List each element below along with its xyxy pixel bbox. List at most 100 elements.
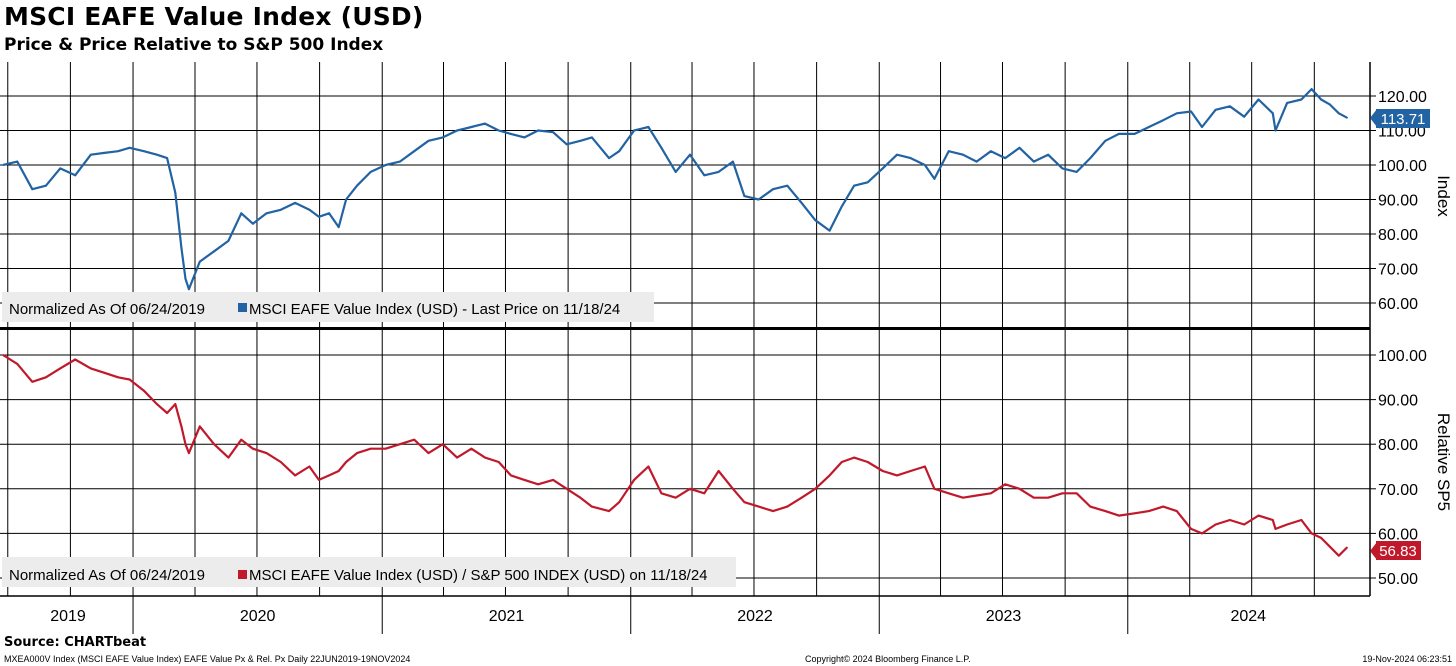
relative-series-line-point: [909, 470, 912, 472]
relative-series-line-point: [1047, 496, 1050, 499]
price-series-line-point: [356, 184, 358, 187]
price-series-line-point: [933, 177, 936, 180]
relative-series-line-point: [1320, 536, 1323, 539]
relative-series-line-point: [731, 487, 734, 490]
relative-series-line-point: [689, 487, 691, 490]
relative-series-line-point: [227, 456, 230, 459]
price-series-line-point: [828, 229, 831, 232]
price-series-line-point: [743, 195, 746, 197]
relative-series-line-point: [840, 461, 843, 463]
price-series-line-point: [213, 250, 215, 253]
price-series-line-point: [814, 219, 817, 222]
relative-legend-note: Normalized As Of 06/24/2019: [9, 567, 205, 584]
relative-series-line-point: [240, 438, 243, 441]
relative-series-line-point: [618, 501, 621, 504]
relative-series-line-point: [251, 447, 254, 450]
relative-series-line-point: [881, 470, 884, 472]
relative-series-line-point: [1337, 554, 1340, 557]
relative-series-line-point: [456, 456, 459, 459]
relative-series-line-point: [537, 483, 540, 486]
price-series-line-point: [1089, 157, 1092, 160]
relative-series-line-point: [896, 474, 898, 477]
price-series-line-point: [441, 136, 444, 139]
relative-last-value-callout: 56.83: [1370, 541, 1421, 560]
relative-series-line-point: [279, 461, 282, 463]
relative-series-line-point: [31, 380, 34, 383]
price-series-line-point: [198, 260, 201, 263]
price-series-line-point: [881, 167, 884, 170]
relative-series-line-point: [308, 465, 311, 468]
price-series-line-point: [103, 152, 106, 154]
price-series-line-point: [1271, 112, 1274, 115]
x-year-label: 2021: [489, 608, 525, 625]
price-series-line-point: [369, 171, 372, 173]
relative-series-line-point: [345, 461, 348, 463]
relative-series-line-point: [180, 425, 183, 428]
relative-series-line-point: [1147, 510, 1150, 512]
price-series-line-point: [117, 150, 119, 153]
relative-series-line-point: [2, 354, 4, 356]
relative-series-line-point: [510, 474, 512, 477]
price-tick-label: 120.00: [1378, 89, 1427, 106]
price-series-line-point: [427, 139, 430, 142]
price-panel-grid: [0, 62, 1370, 327]
price-series-line-point: [2, 164, 4, 166]
relative-tick-label: 100.00: [1378, 348, 1427, 365]
relative-legend-bg: [2, 557, 736, 587]
relative-series-line-point: [470, 447, 473, 450]
price-series-line-point: [384, 164, 387, 166]
relative-series-line-point: [1061, 492, 1064, 495]
price-series-line-point: [703, 174, 706, 177]
relative-series-line-point: [89, 367, 92, 370]
price-tick-label: 70.00: [1378, 262, 1418, 279]
price-series-line-point: [840, 205, 843, 208]
price-callout-pointer: [1370, 109, 1377, 127]
relative-series-line-point: [647, 465, 650, 468]
relative-series-line-point: [757, 505, 760, 508]
price-series-line-point: [128, 146, 131, 149]
relative-series-line-point: [814, 487, 817, 490]
price-series-line-point: [923, 164, 926, 166]
price-series-line-point: [1190, 110, 1192, 113]
relative-y-ticks: 50.00 60.00 70.00 80.00 90.00 100.00: [1370, 348, 1427, 588]
price-last-value: 113.71: [1381, 111, 1426, 128]
price-series-line: [2, 88, 1348, 291]
price-series-line-point: [155, 153, 158, 156]
x-year-label: 2019: [50, 608, 86, 625]
relative-series-line-point: [1004, 483, 1007, 486]
price-series-line-point: [633, 129, 636, 132]
relative-series-line-point: [1346, 546, 1348, 549]
relative-series-line-point: [1274, 528, 1277, 530]
price-series-line-point: [1300, 98, 1303, 101]
price-callout-box: [1376, 109, 1430, 128]
price-series-line-point: [240, 212, 243, 215]
price-series-line-point: [772, 188, 774, 191]
price-series-line-point: [1047, 153, 1050, 156]
price-series-line-point: [647, 126, 650, 128]
relative-series-line-point: [1075, 492, 1078, 495]
relative-series-line-point: [703, 492, 706, 495]
relative-series-line-point: [660, 492, 663, 495]
relative-series-line-point: [1089, 505, 1092, 508]
relative-series-line-point: [1300, 519, 1303, 521]
relative-series-line-point: [399, 443, 401, 446]
relative-series-line-point: [523, 478, 526, 481]
relative-tick-label: 70.00: [1378, 482, 1418, 499]
price-series-line-point: [537, 129, 540, 132]
relative-series-line-point: [369, 447, 372, 450]
relative-series-line-point: [717, 470, 720, 472]
relative-series-line-point: [853, 456, 855, 459]
relative-series-line-point: [128, 378, 131, 381]
relative-series-line-point: [990, 492, 992, 495]
price-series-line-point: [74, 174, 77, 177]
price-series-line-point: [757, 198, 760, 201]
price-series-line-point: [1286, 102, 1288, 104]
relative-series-line-point: [16, 363, 19, 365]
price-series-line-point: [497, 129, 500, 132]
relative-series-line-point: [1118, 514, 1120, 517]
relative-series-line-point: [1162, 505, 1165, 508]
relative-series-line-point: [1329, 545, 1331, 548]
price-series-line-point: [294, 202, 296, 204]
relative-series-line-point: [933, 487, 936, 490]
price-series-line-point: [328, 212, 331, 215]
